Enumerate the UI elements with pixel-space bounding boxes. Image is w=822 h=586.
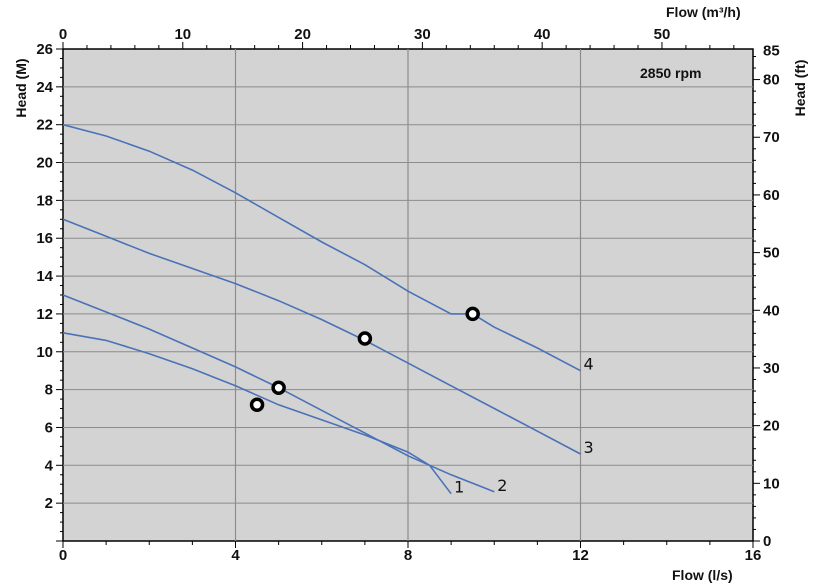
y-right-tick-label: 50 [763, 245, 780, 262]
curve-label-2: 2 [497, 476, 507, 495]
curve-label-1: 1 [454, 478, 464, 497]
x-bottom-tick-label: 4 [231, 547, 240, 564]
y-right-tick-label: 70 [763, 129, 780, 146]
x-top-tick-label: 0 [59, 26, 67, 43]
y-left-tick-label: 26 [36, 41, 53, 58]
y-left-tick-label: 18 [36, 192, 53, 209]
y-left-tick-label: 16 [36, 230, 53, 247]
y-left-tick-label: 4 [45, 457, 54, 474]
x-top-tick-label: 20 [294, 26, 311, 43]
x-axis-title-top: Flow (m³/h) [666, 4, 741, 20]
y-right-tick-label: 60 [763, 187, 780, 204]
x-top-tick-label: 50 [654, 26, 671, 43]
y-left-tick-label: 24 [36, 79, 53, 96]
y-right-tick-label: 40 [763, 302, 780, 319]
x-bottom-tick-label: 8 [404, 547, 412, 564]
y-left-tick-label: 12 [36, 306, 53, 323]
x-top-tick-label: 40 [534, 26, 551, 43]
y-right-tick-label: 10 [763, 475, 780, 492]
curve-3 [62, 218, 581, 455]
x-bottom-tick-label: 0 [59, 547, 67, 564]
tick-labels: 0 4 8 12 160 10 20 30 40 502468101214161820222426… [36, 26, 779, 564]
y-left-tick-label: 2 [45, 495, 53, 512]
curve-labels: 1 2 3 4 [454, 355, 594, 497]
y-right-tick-label: 80 [763, 72, 780, 89]
y-axis-title-left: Head (M) [13, 58, 29, 117]
curve-label-4: 4 [584, 355, 594, 374]
x-bottom-tick-label: 12 [572, 547, 589, 564]
y-right-tick-label: 0 [763, 533, 771, 550]
y-axis-title-right: Head (ft) [792, 60, 808, 117]
x-top-tick-label: 10 [174, 26, 191, 43]
x-top-tick-label: 30 [414, 26, 431, 43]
curve-4 [62, 123, 581, 372]
curve-1 [62, 332, 452, 495]
duty-point-3 [357, 331, 373, 346]
curve-label-3: 3 [584, 438, 594, 457]
x-bottom-tick-label: 16 [745, 547, 762, 564]
y-left-tick-label: 14 [36, 268, 53, 285]
x-axis-title-bottom: Flow (l/s) [672, 567, 733, 583]
duty-point-2 [271, 380, 286, 395]
y-left-tick-label: 6 [45, 419, 53, 436]
y-right-tick-label: 85 [763, 43, 780, 60]
duty-points [249, 306, 480, 413]
y-left-tick-label: 22 [36, 117, 53, 134]
y-left-tick-label: 8 [45, 382, 53, 399]
grid [63, 49, 753, 541]
y-left-tick-label: 10 [36, 344, 53, 361]
rpm-annotation: 2850 rpm [640, 65, 701, 81]
y-right-tick-label: 30 [763, 360, 780, 377]
y-right-tick-label: 20 [763, 418, 780, 435]
duty-point-1 [249, 397, 265, 413]
y-left-tick-label: 20 [36, 155, 53, 172]
tick-marks [56, 42, 760, 548]
duty-point-4 [465, 306, 480, 322]
